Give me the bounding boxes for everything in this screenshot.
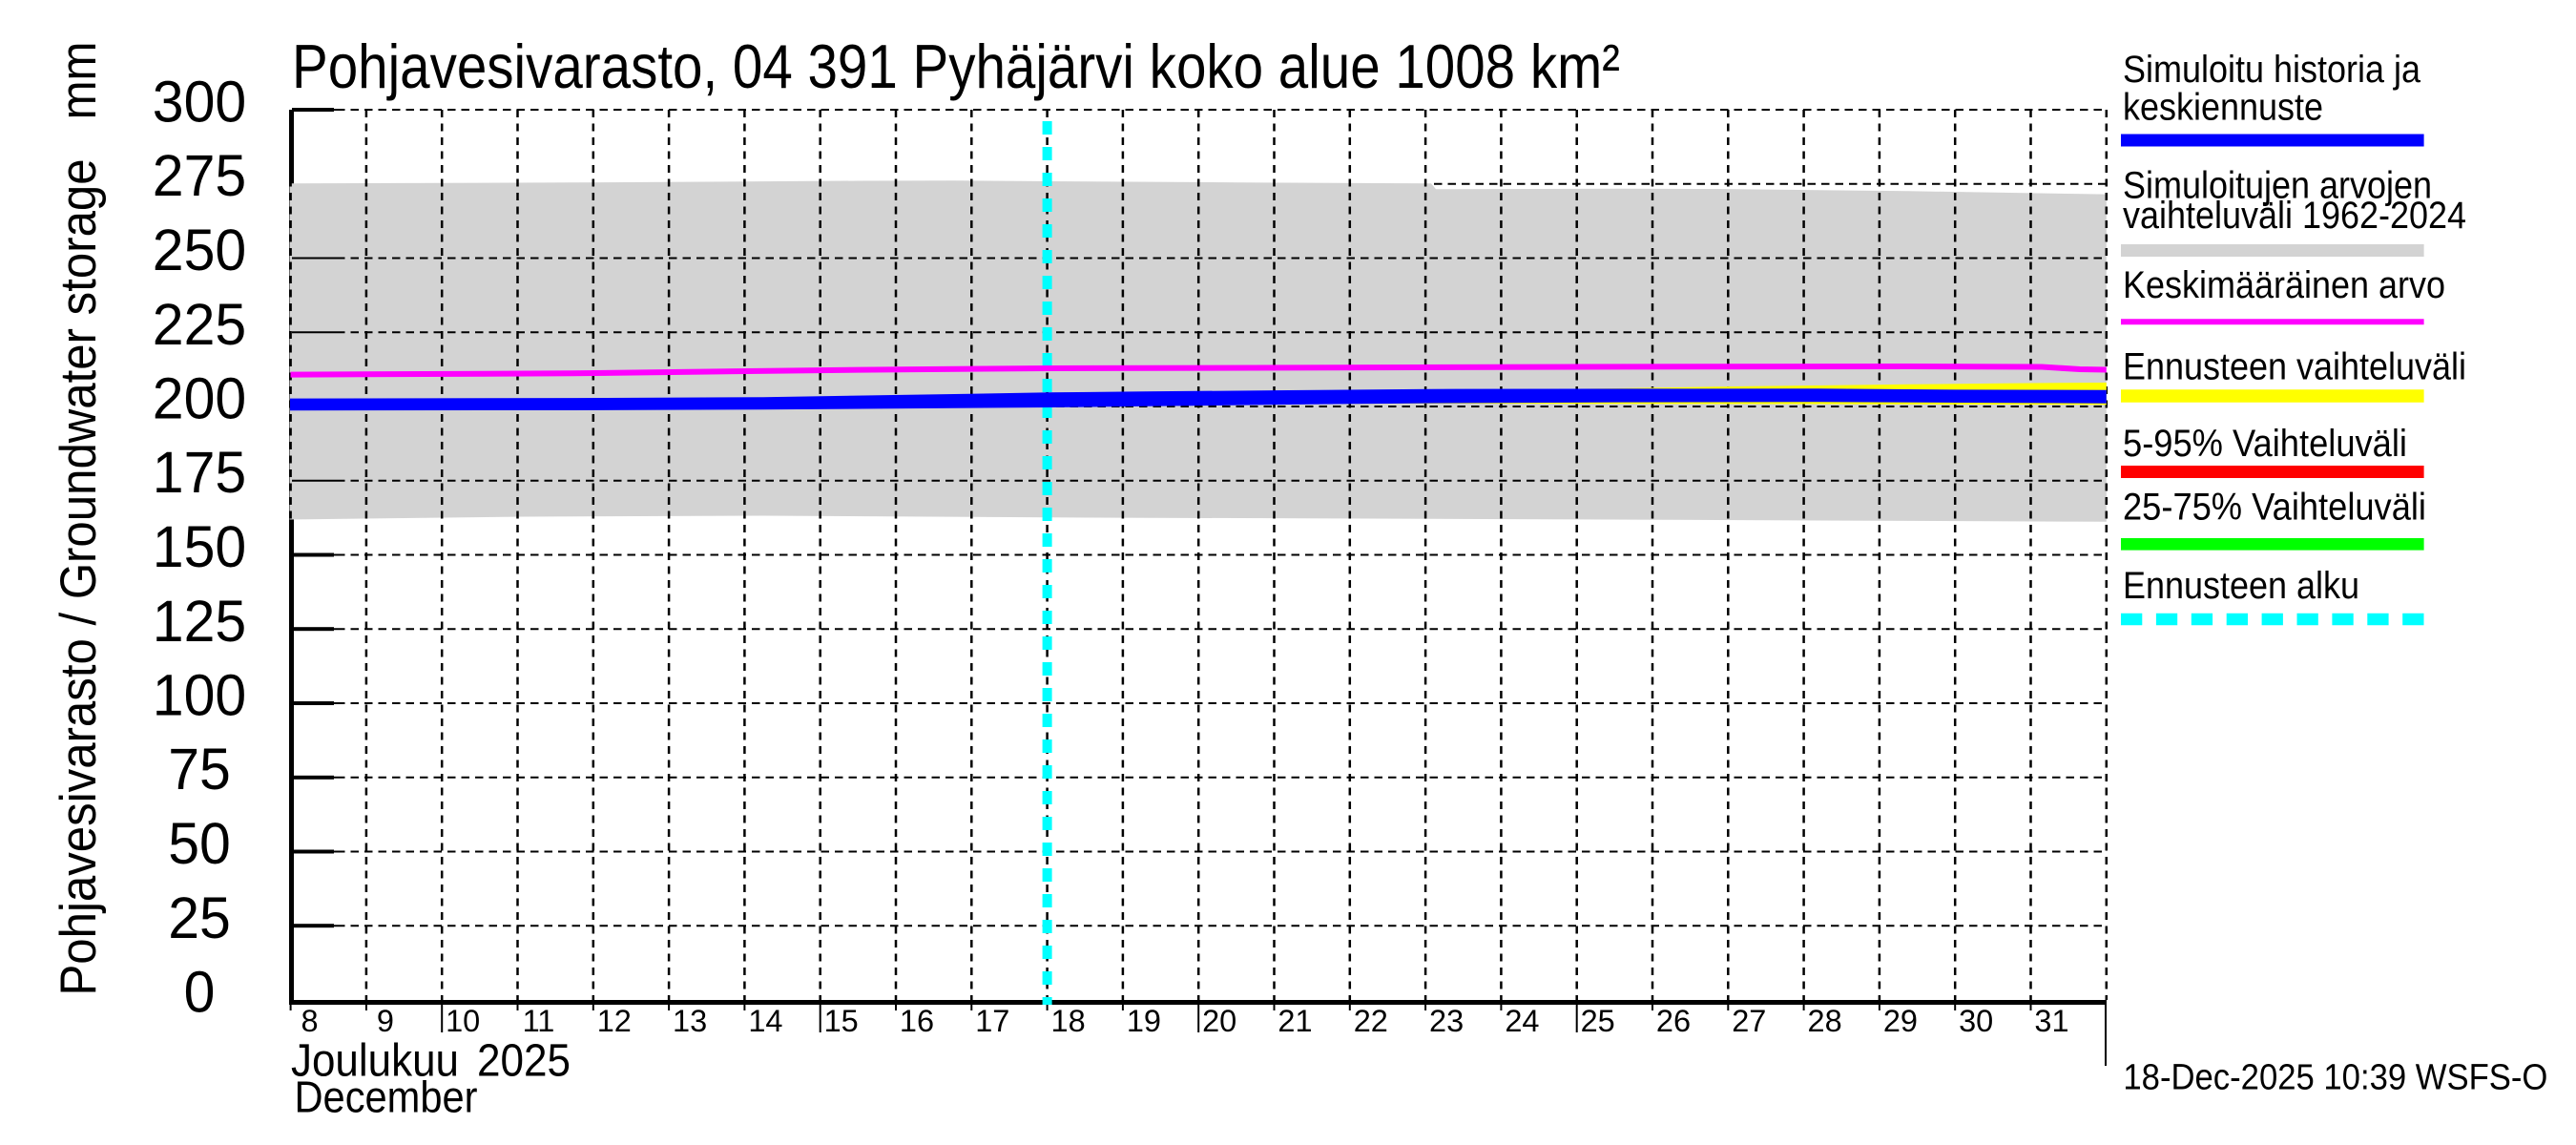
svg-text:100: 100 <box>153 663 246 728</box>
svg-text:Joulukuu: Joulukuu <box>291 1036 459 1087</box>
svg-text:16: 16 <box>900 1004 934 1038</box>
svg-text:200: 200 <box>153 366 246 431</box>
svg-text:75: 75 <box>168 737 231 802</box>
svg-text:15: 15 <box>824 1004 859 1038</box>
svg-text:28: 28 <box>1808 1004 1842 1038</box>
svg-text:300: 300 <box>153 70 246 135</box>
svg-text:Simuloitujen arvojen: Simuloitujen arvojen <box>2123 165 2432 207</box>
svg-text:9: 9 <box>377 1004 394 1038</box>
svg-text:31: 31 <box>2034 1004 2068 1038</box>
svg-text:20: 20 <box>1202 1004 1236 1038</box>
svg-text:Ennusteen vaihteluväli: Ennusteen vaihteluväli <box>2123 346 2466 388</box>
svg-text:25: 25 <box>1581 1004 1615 1038</box>
svg-text:8: 8 <box>301 1004 319 1038</box>
svg-text:18-Dec-2025 10:39 WSFS-O: 18-Dec-2025 10:39 WSFS-O <box>2123 1057 2547 1097</box>
svg-text:vaihteluväli 1962-2024: vaihteluväli 1962-2024 <box>2123 195 2466 237</box>
svg-text:14: 14 <box>748 1004 782 1038</box>
svg-text:24: 24 <box>1505 1004 1539 1038</box>
svg-text:Pohjavesivarasto / Groundwater: Pohjavesivarasto / Groundwater storage m… <box>51 42 107 996</box>
svg-text:22: 22 <box>1354 1004 1388 1038</box>
svg-text:50: 50 <box>168 811 231 876</box>
svg-text:Simuloitu historia ja: Simuloitu historia ja <box>2123 49 2421 91</box>
svg-text:175: 175 <box>153 440 246 505</box>
svg-text:Ennusteen alku: Ennusteen alku <box>2123 565 2359 607</box>
svg-text:5-95% Vaihteluväli: 5-95% Vaihteluväli <box>2123 423 2407 465</box>
svg-text:225: 225 <box>153 292 246 357</box>
svg-text:10: 10 <box>446 1004 480 1038</box>
svg-text:13: 13 <box>673 1004 707 1038</box>
svg-text:December: December <box>295 1072 478 1122</box>
svg-text:25-75% Vaihteluväli: 25-75% Vaihteluväli <box>2123 487 2426 529</box>
svg-text:23: 23 <box>1429 1004 1464 1038</box>
svg-text:30: 30 <box>1959 1004 1993 1038</box>
svg-text:18: 18 <box>1051 1004 1086 1038</box>
svg-text:0: 0 <box>184 960 216 1025</box>
svg-text:2025: 2025 <box>477 1036 571 1087</box>
svg-text:12: 12 <box>597 1004 632 1038</box>
svg-text:19: 19 <box>1127 1004 1161 1038</box>
svg-text:25: 25 <box>168 885 231 950</box>
svg-text:250: 250 <box>153 218 246 282</box>
svg-text:275: 275 <box>153 143 246 208</box>
svg-text:11: 11 <box>523 1004 555 1038</box>
svg-text:17: 17 <box>975 1004 1009 1038</box>
svg-text:21: 21 <box>1278 1004 1312 1038</box>
svg-text:150: 150 <box>153 514 246 579</box>
svg-text:29: 29 <box>1883 1004 1918 1038</box>
svg-text:Pohjavesivarasto, 04 391 Pyhäj: Pohjavesivarasto, 04 391 Pyhäjärvi koko … <box>292 31 1620 101</box>
svg-text:27: 27 <box>1732 1004 1766 1038</box>
svg-text:125: 125 <box>153 589 246 654</box>
svg-text:keskiennuste: keskiennuste <box>2123 86 2323 128</box>
svg-text:Keskimääräinen arvo: Keskimääräinen arvo <box>2123 264 2445 306</box>
svg-text:26: 26 <box>1656 1004 1691 1038</box>
